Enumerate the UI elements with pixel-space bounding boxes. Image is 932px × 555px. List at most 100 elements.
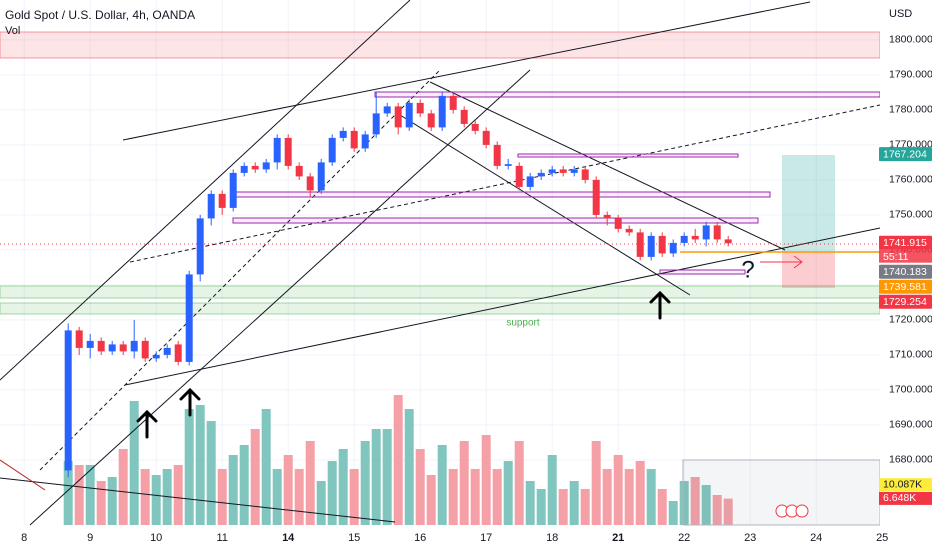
volume-bar [283, 455, 293, 525]
y-tick-label: 1780.000 [889, 104, 932, 116]
x-tick-label: 25 [876, 532, 888, 544]
candle-body [702, 225, 710, 240]
volume-bar [437, 445, 447, 525]
volume-bar [558, 489, 568, 525]
candle-body [603, 214, 611, 219]
x-tick-label: 8 [21, 532, 27, 544]
volume-bar [712, 495, 722, 525]
volume-bar [195, 405, 205, 525]
level-box [517, 153, 739, 158]
candle-body [515, 165, 523, 187]
volume-bar [294, 469, 304, 525]
candle-body [592, 179, 600, 215]
volume-bar [360, 441, 370, 525]
candle-body [504, 164, 512, 166]
price-badge [879, 264, 932, 279]
volume-bar [646, 469, 656, 525]
candle-body [669, 242, 677, 254]
x-tick-label: 16 [414, 532, 426, 544]
candle-body [570, 169, 578, 173]
volume-bar [657, 489, 667, 525]
level-box [659, 269, 746, 275]
level-box [232, 217, 759, 224]
volume-bar [272, 469, 282, 525]
volume-bar [503, 461, 513, 525]
candle-body [559, 169, 567, 173]
volume-bar [602, 469, 612, 525]
candle-body [713, 225, 721, 240]
y-tick-label: 1760.000 [889, 174, 932, 186]
price-badge-label: 1740.183 [883, 266, 927, 278]
candle-body [251, 165, 259, 170]
volume-bar [547, 455, 557, 525]
volume-bar [151, 475, 161, 525]
volume-bar [569, 481, 579, 525]
candle-body [185, 274, 193, 362]
candle-body [97, 340, 105, 352]
volume-bar [723, 498, 733, 525]
price-badge [879, 294, 932, 309]
candle-body [328, 137, 336, 163]
volume-bar [591, 441, 601, 525]
candle-body [163, 347, 171, 355]
volume-bar [63, 461, 73, 525]
up-arrow [179, 387, 201, 417]
volume-bar [140, 469, 150, 525]
candle-body [295, 165, 303, 177]
y-tick-label: 1720.000 [889, 314, 932, 326]
candle-body [614, 218, 622, 229]
candle-body [361, 134, 369, 149]
candle-body [174, 344, 182, 362]
chart-title: Gold Spot / U.S. Dollar, 4h, OANDA [5, 8, 195, 22]
y-tick-label: 1710.000 [889, 349, 932, 361]
candle-body [350, 130, 358, 149]
candle-body [240, 165, 248, 173]
candle-body [581, 169, 589, 180]
candle-body [339, 130, 347, 138]
candle-body [482, 130, 490, 145]
volume-bar [426, 475, 436, 525]
candle-body [141, 340, 149, 359]
support-line [124, 227, 881, 386]
y-tick-label: 1680.000 [889, 454, 932, 466]
projection-arrow [760, 255, 803, 269]
stop-zone [782, 251, 835, 288]
volume-bar [217, 469, 227, 525]
volume-bar [514, 441, 524, 525]
volume-bar [382, 429, 392, 525]
volume-bar [96, 481, 106, 525]
candle-body [724, 239, 732, 244]
x-tick-label: 21 [612, 532, 624, 544]
volume-badge [879, 478, 932, 492]
candle-body [493, 144, 501, 166]
candle-body [262, 162, 270, 170]
volume-bar [85, 465, 95, 525]
support-label: support [506, 318, 540, 329]
volume-bar [393, 395, 403, 525]
price-badge-label: 1739.581 [883, 281, 927, 293]
candle-body [273, 137, 281, 163]
volume-bar [481, 435, 491, 525]
support-zone [0, 285, 881, 299]
volume-bar [470, 469, 480, 525]
price-badge [879, 235, 932, 250]
trend-line [0, 459, 46, 491]
volume-badge-label: 10.087K [883, 478, 922, 490]
support-zone [0, 302, 881, 315]
candle-body [405, 102, 413, 128]
volume-bar [338, 449, 348, 525]
candle-body [625, 228, 633, 233]
dashed-line [129, 104, 881, 263]
channel-line [29, 69, 531, 526]
x-tick-label: 14 [282, 532, 295, 544]
candle-body [680, 235, 688, 243]
candle-body [130, 340, 138, 352]
level-box [232, 191, 771, 198]
volume-bar [239, 445, 249, 525]
currency-label: USD [889, 8, 912, 20]
volume-bar [536, 489, 546, 525]
volume-bar [371, 429, 381, 525]
price-badge-label: 1741.915 [883, 237, 927, 249]
question-mark: ? [741, 256, 754, 283]
